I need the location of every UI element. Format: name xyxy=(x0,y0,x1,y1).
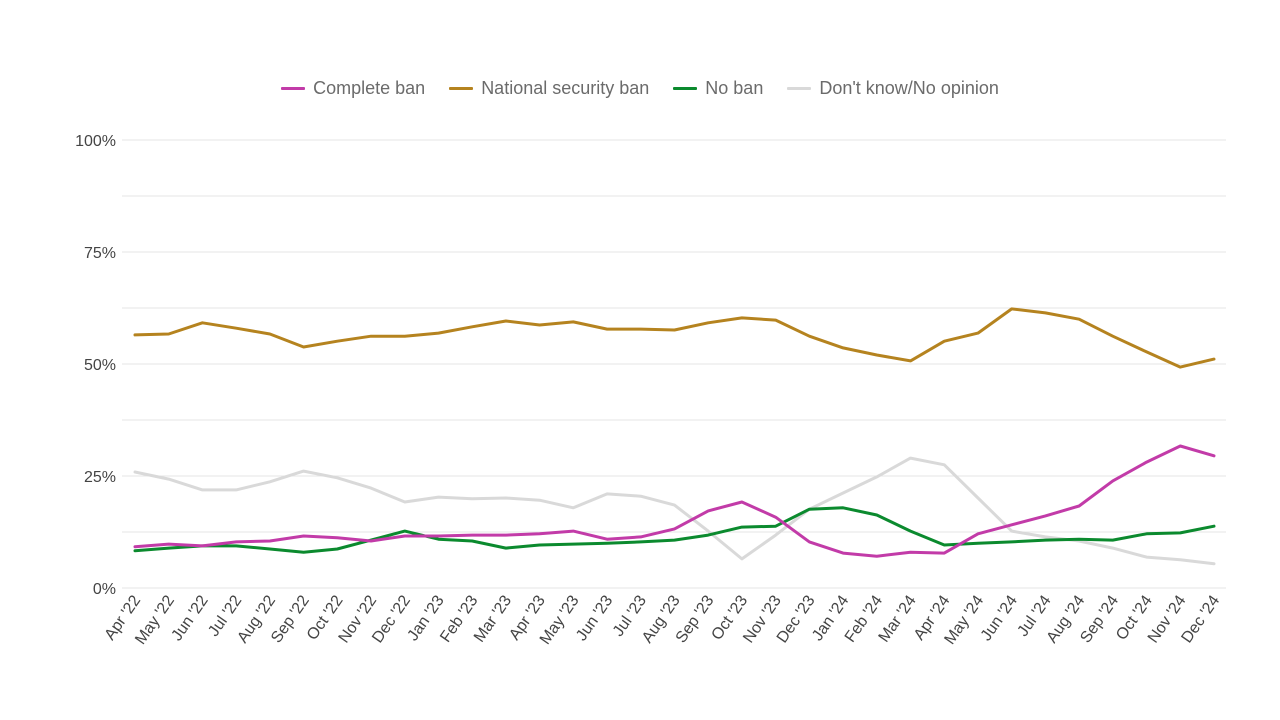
gridlines xyxy=(122,139,1226,589)
legend-item: Complete ban xyxy=(281,78,425,99)
legend-swatch xyxy=(673,87,698,90)
legend-swatch xyxy=(787,87,812,90)
series-line-no-ban xyxy=(133,506,1216,554)
y-tick-label: 50% xyxy=(84,357,116,374)
legend-label: Don't know/No opinion xyxy=(819,78,999,98)
legend-item: National security ban xyxy=(449,78,649,99)
y-tick-label: 75% xyxy=(84,245,116,262)
y-tick-label: 100% xyxy=(75,133,116,150)
legend-label: Complete ban xyxy=(313,78,426,98)
legend-item: Don't know/No opinion xyxy=(787,78,999,99)
series-line-don-t-know-no-opinion xyxy=(133,456,1216,566)
series-line-complete-ban xyxy=(133,444,1216,558)
y-tick-label: 0% xyxy=(93,581,116,598)
series-lines xyxy=(133,307,1216,566)
legend-swatch xyxy=(281,87,306,90)
legend-swatch xyxy=(449,87,474,90)
legend: Complete ban National security ban No ban D… xyxy=(0,78,1280,99)
legend-label: No ban xyxy=(705,78,764,98)
series-line-national-security-ban xyxy=(133,307,1216,369)
legend-item: No ban xyxy=(673,78,763,99)
y-tick-label: 25% xyxy=(84,469,116,486)
y-axis: 0% 25% 50% 75% 100% xyxy=(75,133,116,598)
legend-label: National security ban xyxy=(481,78,650,98)
